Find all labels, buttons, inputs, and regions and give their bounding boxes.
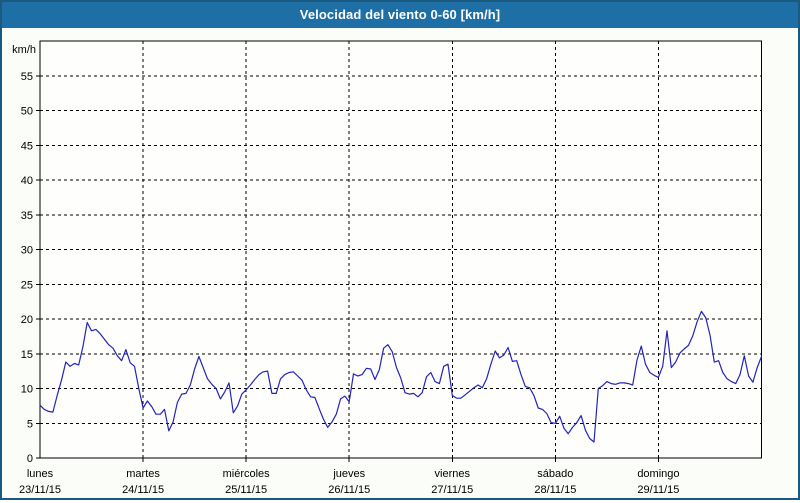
- x-date-label: 23/11/15: [19, 484, 61, 496]
- x-date-label: 24/11/15: [122, 484, 164, 496]
- x-day-label: viernes: [435, 468, 471, 480]
- chart-title-bar: Velocidad del viento 0-60 [km/h]: [2, 2, 798, 28]
- wind-speed-chart: 0 5 10 15 20 25 30 35 40 45 50 55 lunes 23/11/15 marte…: [12, 40, 763, 496]
- y-tick-label: 30: [21, 245, 33, 257]
- y-tick-label: 20: [21, 314, 33, 326]
- y-tick-label: 5: [27, 418, 33, 430]
- y-tick-label: 15: [21, 349, 33, 361]
- x-day-label: martes: [126, 468, 160, 480]
- chart-area: 0 5 10 15 20 25 30 35 40 45 50 55 lunes 23/11/15 marte…: [2, 28, 798, 498]
- x-date-label: 29/11/15: [637, 484, 679, 496]
- y-tick-label: 25: [21, 279, 33, 291]
- y-axis-unit-label: km/h: [12, 44, 36, 56]
- chart-title: Velocidad del viento 0-60 [km/h]: [299, 7, 501, 22]
- y-tick-label: 55: [21, 71, 33, 83]
- x-day-label: jueves: [332, 468, 365, 480]
- y-tick-label: 45: [21, 140, 33, 152]
- wind-speed-line: [39, 310, 763, 443]
- x-date-label: 28/11/15: [534, 484, 576, 496]
- x-date-label: 26/11/15: [328, 484, 370, 496]
- y-tick-label: 40: [21, 175, 33, 187]
- x-day-label: sábado: [537, 468, 573, 480]
- x-day-label: miércoles: [223, 468, 271, 480]
- y-tick-label: 0: [27, 453, 33, 465]
- y-tick-label: 10: [21, 384, 33, 396]
- y-tick-label: 50: [21, 106, 33, 118]
- y-tick-label: 35: [21, 210, 33, 222]
- x-day-label: lunes: [27, 468, 54, 480]
- x-day-label: domingo: [637, 468, 679, 480]
- x-date-label: 25/11/15: [225, 484, 267, 496]
- x-date-label: 27/11/15: [431, 484, 473, 496]
